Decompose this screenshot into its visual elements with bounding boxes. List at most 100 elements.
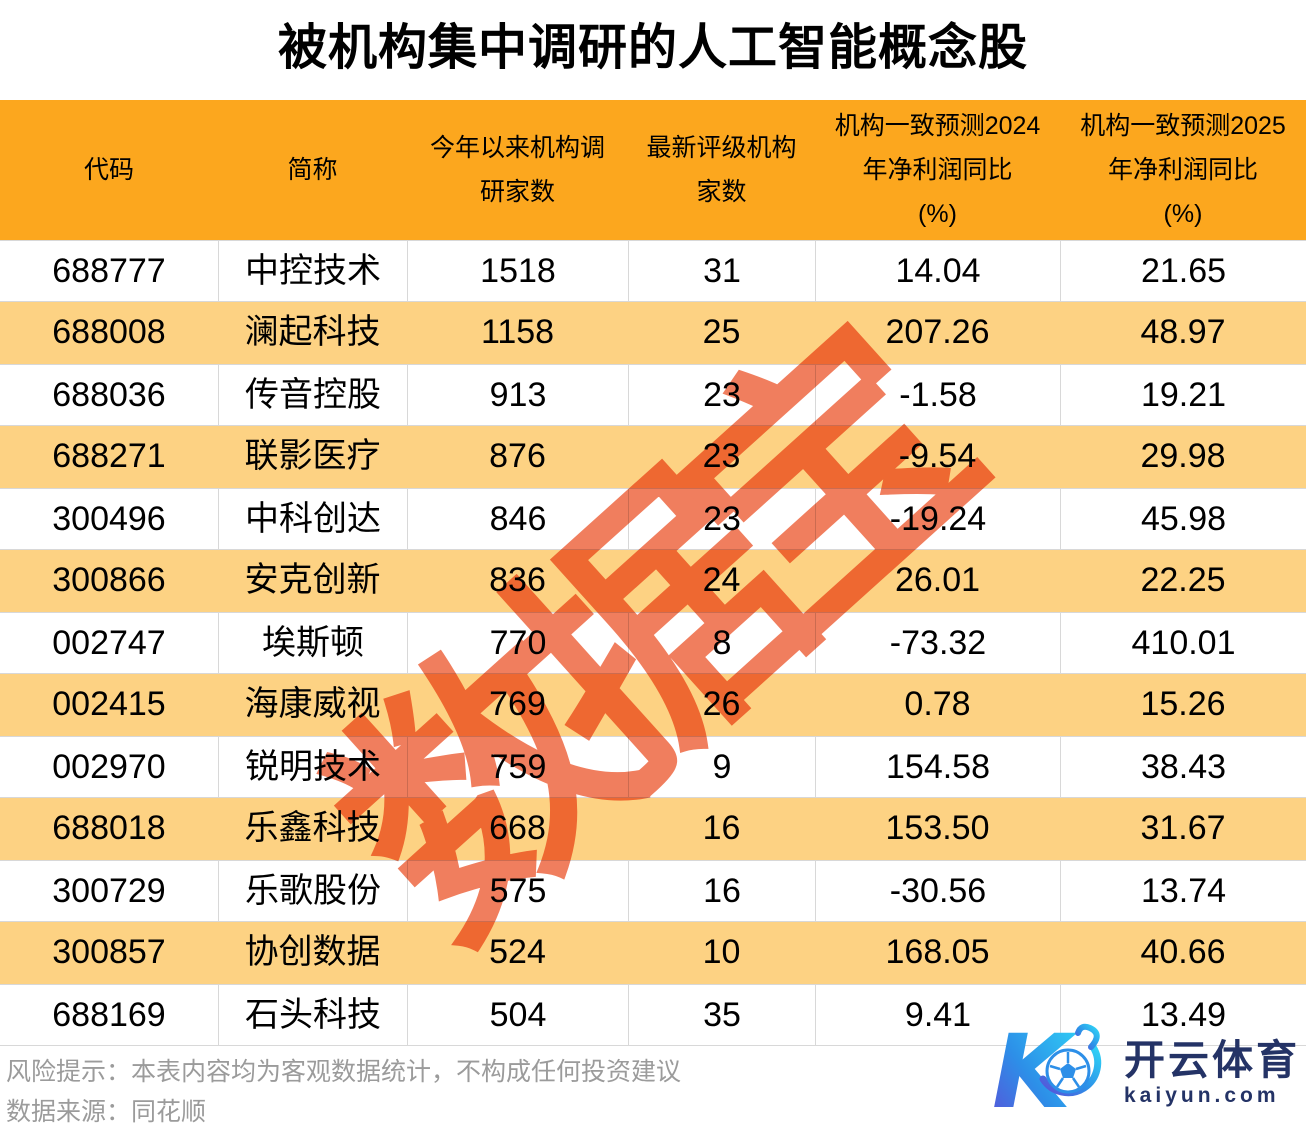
risk-note: 风险提示：本表内容均为客观数据统计，不构成任何投资建议: [6, 1058, 682, 1086]
kaiyun-logo: K 开云体育 kaiyun.com: [992, 1013, 1300, 1126]
cell-code: 688777: [52, 252, 166, 290]
cell-forecast2024: 207.26: [885, 313, 990, 351]
col-header-line: 最新评级机构: [646, 134, 797, 162]
cell-surveys: 913: [407, 365, 628, 425]
table-row: 688169 石头科技 504 35 9.41 13.49: [0, 984, 1306, 1046]
cell-forecast2024: 153.50: [885, 809, 990, 847]
cell-ratings: 25: [702, 313, 741, 351]
cell-forecast2025: 13.74: [1060, 861, 1306, 921]
col-header-line: 年净利润同比: [862, 156, 1013, 184]
cell-name: 澜起科技: [244, 313, 381, 351]
cell-surveys: 759: [407, 737, 628, 797]
table-header: 代码 简称 今年以来机构调 研家数 最新评级机构 家数 机构一致预测2024 年净利润同比 (%…: [0, 100, 1306, 240]
table-row: 002415 海康威视 769 26 0.78 15.26: [0, 674, 1306, 736]
cell-surveys: 668: [489, 809, 546, 847]
table-row: 688008 澜起科技 1158 25 207.26 48.97: [0, 302, 1306, 364]
col-header-line: (%): [918, 200, 957, 228]
col-header-code: 代码: [0, 100, 218, 240]
cell-forecast2024: -1.58: [815, 365, 1060, 425]
table-row: 002747 埃斯顿 770 8 -73.32 410.01: [0, 612, 1306, 674]
cell-code: 002747: [52, 624, 166, 662]
kaiyun-logo-domain: kaiyun.com: [1124, 1083, 1280, 1107]
cell-ratings: 16: [628, 861, 815, 921]
cell-ratings: 26: [702, 685, 741, 723]
cell-forecast2025: 40.66: [1140, 933, 1226, 971]
cell-forecast2025: 21.65: [1060, 241, 1306, 301]
cell-forecast2024: 9.41: [815, 985, 1060, 1045]
cell-ratings: 23: [628, 365, 815, 425]
table-row: 688777 中控技术 1518 31 14.04 21.65: [0, 240, 1306, 302]
cell-name: 乐歌股份: [218, 861, 407, 921]
cell-forecast2024: 0.78: [904, 685, 971, 723]
cell-name: 协创数据: [244, 933, 381, 971]
cell-surveys: 1158: [480, 313, 555, 351]
cell-ratings: 31: [628, 241, 815, 301]
table-row: 002970 锐明技术 759 9 154.58 38.43: [0, 736, 1306, 798]
kaiyun-logo-cn: 开云体育: [1124, 1036, 1300, 1083]
col-header-line: 研家数: [479, 178, 555, 206]
cell-code: 688036: [52, 376, 166, 414]
data-source-note: 数据来源：同花顺: [6, 1098, 207, 1126]
cell-name: 中科创达: [218, 489, 407, 549]
col-header-line: 家数: [696, 178, 747, 206]
cell-forecast2025: 15.26: [1140, 685, 1226, 723]
cell-forecast2025: 13.49: [1060, 985, 1306, 1045]
cell-code: 300729: [52, 872, 166, 910]
cell-surveys: 876: [489, 437, 546, 475]
cell-code: 300496: [52, 500, 166, 538]
cell-code: 300866: [52, 561, 166, 599]
table-row: 300866 安克创新 836 24 26.01 22.25: [0, 550, 1306, 612]
cell-forecast2025: 29.98: [1140, 437, 1226, 475]
col-header-line: 机构一致预测2024: [834, 112, 1041, 140]
cell-ratings: 16: [702, 809, 741, 847]
col-header-line: 今年以来机构调: [429, 134, 605, 162]
cell-name: 联影医疗: [244, 437, 381, 475]
cell-name: 石头科技: [218, 985, 407, 1045]
cell-forecast2025: 45.98: [1060, 489, 1306, 549]
col-header-line: (%): [1163, 200, 1203, 228]
col-header-forecast2024: 机构一致预测2024 年净利润同比 (%): [815, 100, 1060, 240]
cell-forecast2025: 19.21: [1060, 365, 1306, 425]
cell-name: 海康威视: [244, 685, 381, 723]
table-row: 300496 中科创达 846 23 -19.24 45.98: [0, 488, 1306, 550]
col-header-forecast2025: 机构一致预测2025 年净利润同比 (%): [1060, 100, 1306, 240]
cell-name: 传音控股: [218, 365, 407, 425]
cell-code: 688271: [52, 437, 166, 475]
cell-code: 688018: [52, 809, 166, 847]
cell-forecast2024: -19.24: [815, 489, 1060, 549]
col-header-name: 简称: [218, 100, 407, 240]
cell-name: 乐鑫科技: [244, 809, 381, 847]
kaiyun-logo-text: 开云体育 kaiyun.com: [1124, 1037, 1300, 1109]
cell-surveys: 770: [407, 613, 628, 673]
col-header-line: 机构一致预测2025: [1080, 112, 1286, 140]
cell-forecast2025: 31.67: [1140, 809, 1226, 847]
cell-ratings: 23: [628, 489, 815, 549]
cell-ratings: 24: [702, 561, 741, 599]
page-title: 被机构集中调研的人工智能概念股: [277, 21, 1028, 75]
cell-surveys: 575: [407, 861, 628, 921]
cell-forecast2024: -9.54: [898, 437, 977, 475]
kaiyun-k-football-icon: K: [992, 1013, 1112, 1126]
col-header-line: 简称: [287, 156, 338, 184]
cell-code: 688169: [52, 996, 166, 1034]
stocks-table: 代码 简称 今年以来机构调 研家数 最新评级机构 家数 机构一致预测2024 年净利润同比 (%…: [0, 100, 1306, 1046]
table-row: 688271 联影医疗 876 23 -9.54 29.98: [0, 426, 1306, 488]
cell-ratings: 8: [628, 613, 815, 673]
cell-name: 安克创新: [244, 561, 381, 599]
table-row: 300857 协创数据 524 10 168.05 40.66: [0, 922, 1306, 984]
cell-forecast2025: 38.43: [1060, 737, 1306, 797]
cell-surveys: 524: [489, 933, 546, 971]
cell-name: 中控技术: [218, 241, 407, 301]
table-footer: 风险提示：本表内容均为客观数据统计，不构成任何投资建议 数据来源：同花顺: [6, 1052, 681, 1126]
cell-name: 锐明技术: [218, 737, 407, 797]
table-row: 688018 乐鑫科技 668 16 153.50 31.67: [0, 798, 1306, 860]
cell-forecast2024: 14.04: [815, 241, 1060, 301]
cell-ratings: 9: [628, 737, 815, 797]
table-row: 688036 传音控股 913 23 -1.58 19.21: [0, 364, 1306, 426]
col-header-surveys: 今年以来机构调 研家数: [407, 100, 628, 240]
cell-forecast2024: 26.01: [894, 561, 981, 599]
cell-surveys: 769: [489, 685, 546, 723]
cell-surveys: 1518: [407, 241, 628, 301]
cell-code: 002970: [52, 748, 166, 786]
cell-forecast2025: 410.01: [1060, 613, 1306, 673]
